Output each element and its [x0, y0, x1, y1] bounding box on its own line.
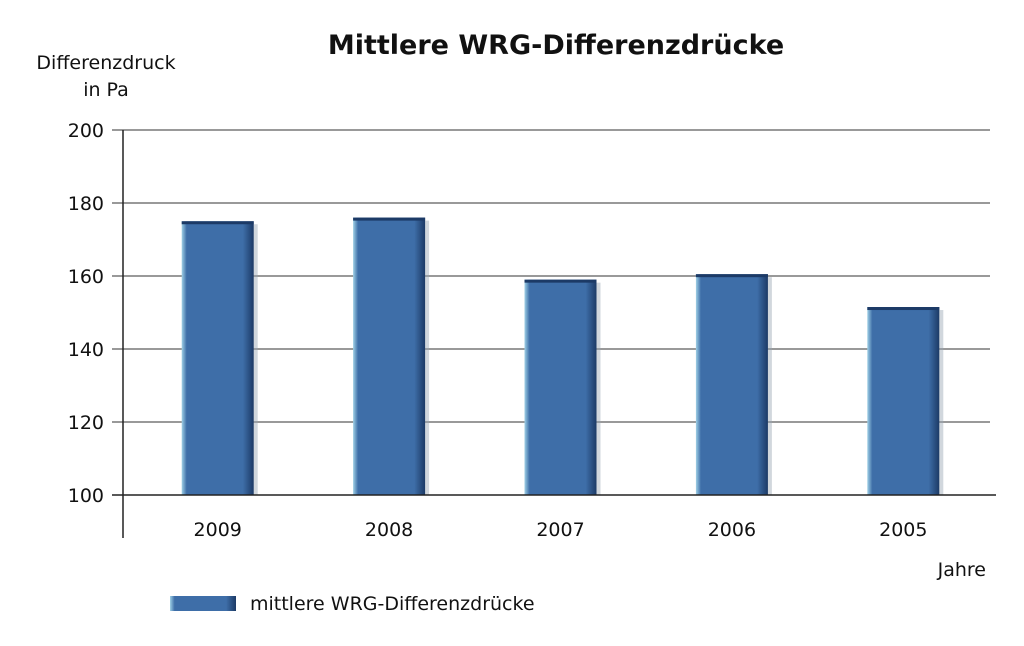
- y-tick-label: 200: [68, 120, 104, 142]
- x-tick-label: 2009: [194, 519, 242, 541]
- y-axis-ticks: 100 120 140 160 180 200: [68, 120, 104, 507]
- y-tick-label: 180: [68, 193, 104, 215]
- chart-title: Mittlere WRG-Differenzdrücke: [328, 30, 784, 61]
- legend-swatch: [170, 596, 236, 611]
- y-axis-label-line-2: in Pa: [83, 79, 129, 101]
- bar: [867, 307, 940, 495]
- y-tick-label: 100: [68, 485, 104, 507]
- bars: [181, 217, 944, 495]
- legend: mittlere WRG-Differenzdrücke: [170, 593, 535, 615]
- bar-top-edge: [867, 307, 940, 311]
- bar-top-edge: [181, 221, 254, 225]
- x-tick-label: 2008: [365, 519, 413, 541]
- x-axis-ticks: 2009 2008 2007 2006 2005: [194, 519, 928, 541]
- bar: [353, 217, 426, 495]
- bar: [695, 274, 768, 495]
- bar-top-edge: [695, 274, 768, 278]
- y-tick-label: 140: [68, 339, 104, 361]
- bar-top-edge: [353, 217, 426, 221]
- bar-top-edge: [524, 279, 597, 283]
- x-tick-label: 2007: [536, 519, 584, 541]
- x-axis-label: Jahre: [937, 559, 986, 581]
- legend-label: mittlere WRG-Differenzdrücke: [250, 593, 535, 615]
- bar: [181, 221, 254, 495]
- x-tick-label: 2005: [879, 519, 927, 541]
- bar: [524, 279, 597, 495]
- y-tick-label: 160: [68, 266, 104, 288]
- y-axis-label-line-1: Differenzdruck: [36, 52, 175, 74]
- y-tick-label: 120: [68, 412, 104, 434]
- gridlines: [112, 129, 990, 423]
- x-tick-label: 2006: [708, 519, 756, 541]
